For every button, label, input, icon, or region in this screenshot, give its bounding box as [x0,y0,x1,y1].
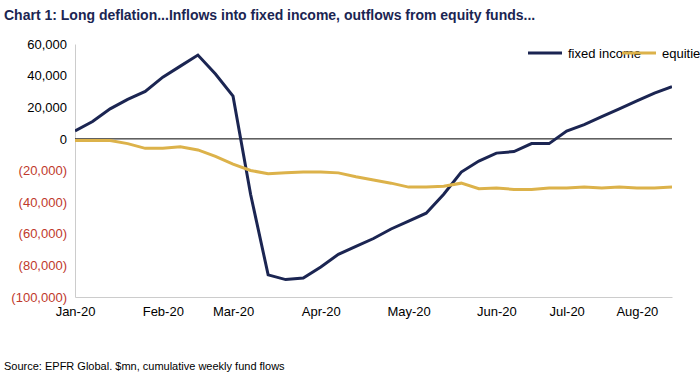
y-tick: (40,000) [19,195,75,210]
y-tick-label: (40,000) [19,195,67,210]
x-tick: Jul-20 [549,297,584,319]
y-tick: 40,000 [27,68,75,83]
y-tick-label: (60,000) [19,226,67,241]
chart: Chart 1: Long deflation...Inflows into f… [0,0,700,378]
y-tick: (80,000) [19,258,75,273]
x-tick-label: Apr-20 [302,304,341,319]
y-tick: 60,000 [27,37,75,52]
x-tick: Feb-20 [143,297,184,319]
y-tick: 0 [60,132,75,147]
series-line [75,55,672,280]
x-tick-label: Jun-20 [477,304,517,319]
legend-swatch [528,52,562,55]
x-tick-label: May-20 [387,304,430,319]
y-tick: (100,000) [11,290,75,305]
y-tick-label: (100,000) [11,290,67,305]
y-tick: 20,000 [27,100,75,115]
x-tick-label: Mar-20 [213,304,254,319]
x-tick: Jun-20 [477,297,517,319]
y-axis: 60,000 40,000 20,000 0 (20,000) (40,000) (60,0… [11,37,75,305]
x-tick-label: Jul-20 [549,304,584,319]
y-tick-label: 0 [60,132,67,147]
y-tick: (60,000) [19,226,75,241]
title: Chart 1: Long deflation...Inflows into f… [4,7,535,23]
x-tick: Jan-20 [56,297,96,319]
y-axis-line [75,45,76,298]
plot-area [75,55,672,280]
x-axis: Jan-20 Feb-20 Mar-20 Apr-20 May-20 Jun-20 Jul-… [56,297,673,319]
y-tick-label: (80,000) [19,258,67,273]
source-note: Source: EPFR Global. $mn, cumulative wee… [4,360,285,372]
zero-line [75,138,672,139]
legend: fixed incomeequities [528,46,700,61]
x-tick: Aug-20 [616,297,658,319]
x-tick-label: Aug-20 [616,304,658,319]
legend-swatch [622,52,656,55]
x-tick-label: Feb-20 [143,304,184,319]
x-tick-label: Jan-20 [56,304,96,319]
series-line [75,140,672,189]
x-tick: May-20 [387,297,430,319]
x-tick: Mar-20 [213,297,254,319]
y-tick-label: (20,000) [19,163,67,178]
y-tick-label: 20,000 [27,100,67,115]
x-axis-line [76,297,673,298]
legend-label: equities [662,46,700,61]
x-tick: Apr-20 [302,297,341,319]
y-tick-label: 60,000 [27,37,67,52]
y-tick-label: 40,000 [27,68,67,83]
y-tick: (20,000) [19,163,75,178]
